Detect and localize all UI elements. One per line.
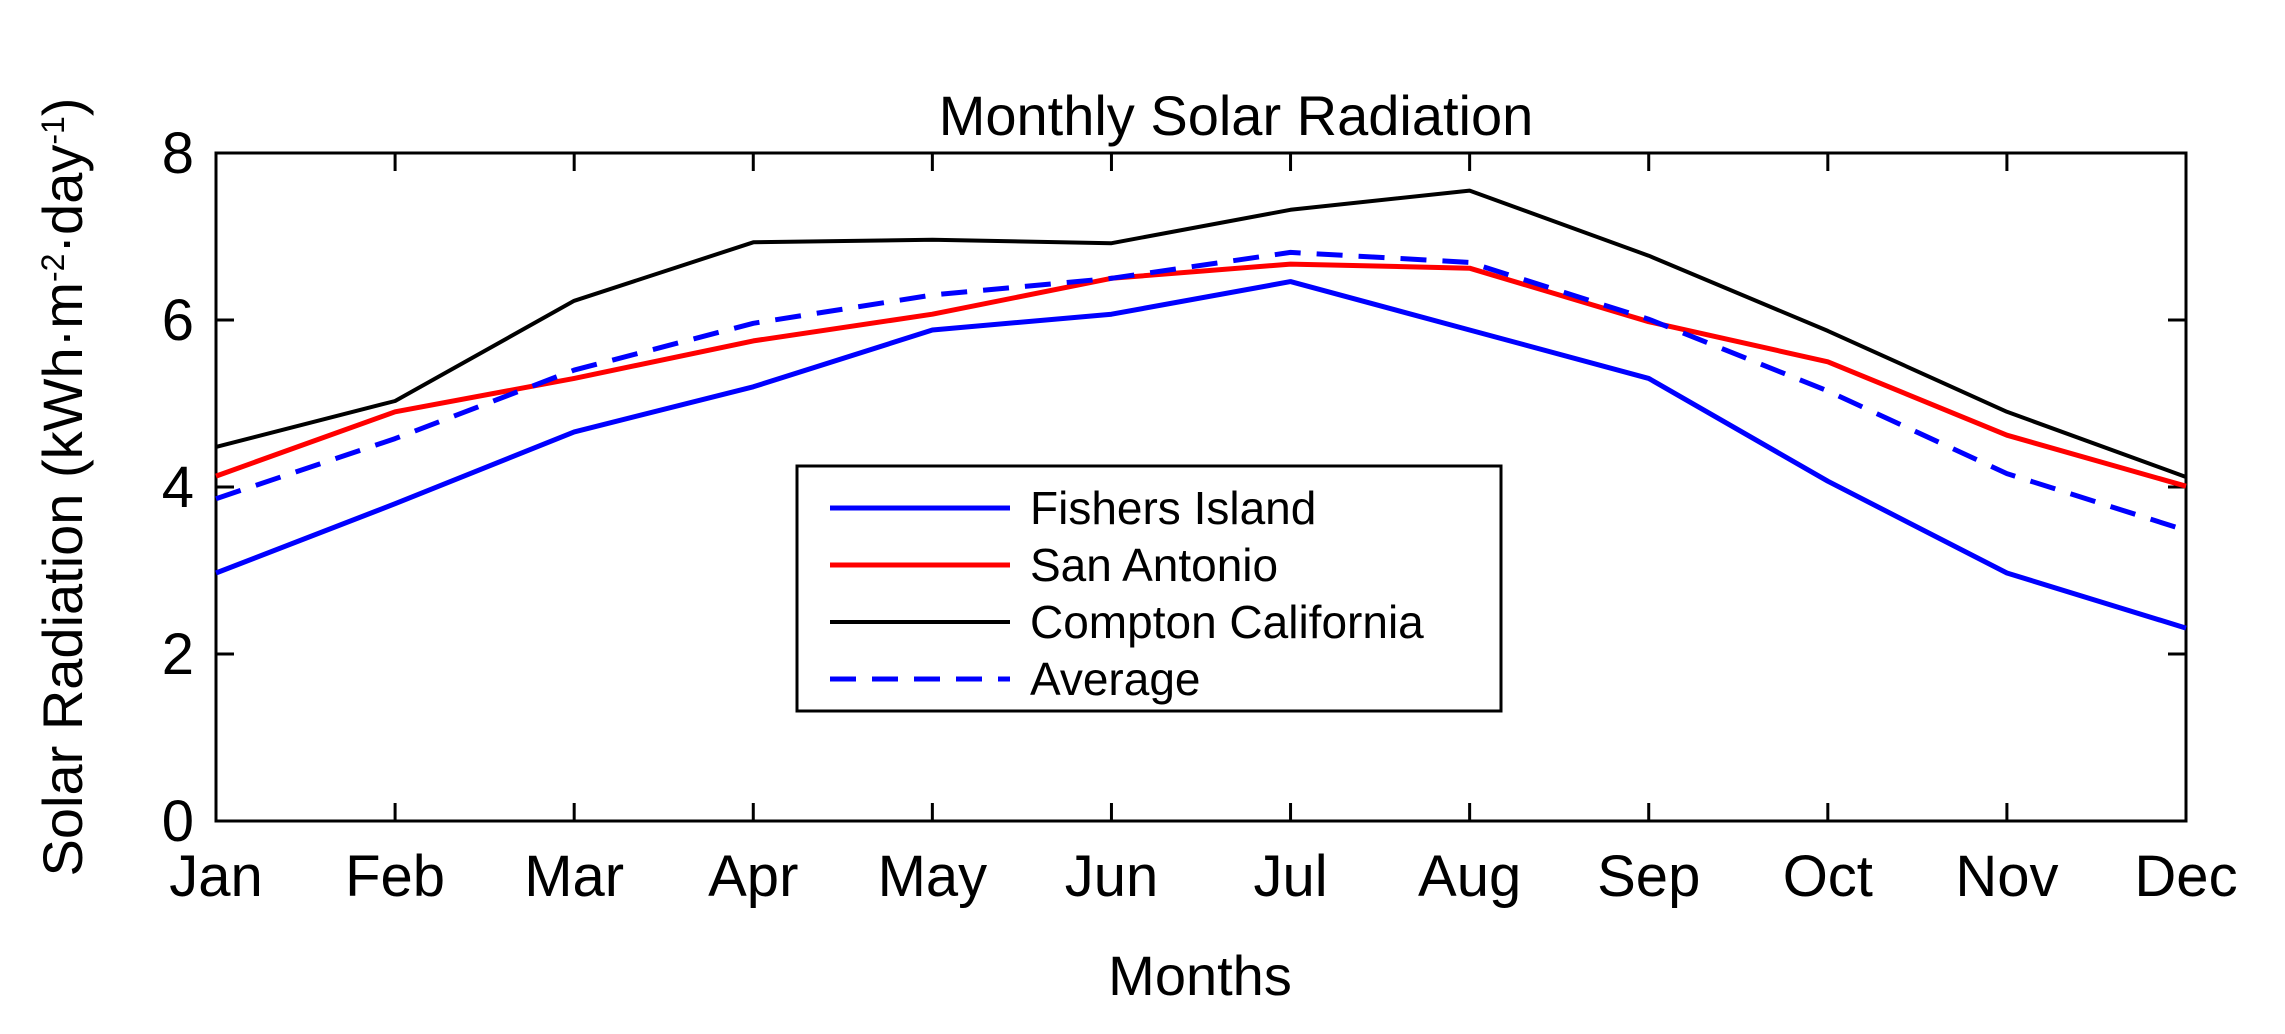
y-axis: 0 2 4 6 8 [162,121,2186,854]
x-tick-label: Jun [1065,844,1159,909]
x-tick-label: Apr [708,844,798,909]
series-line-fishers-island [215,279,2187,631]
y-tick-label: 8 [162,121,194,186]
x-tick-label: Oct [1783,844,1873,909]
y-axis-label-exp1: -2 [35,254,71,282]
y-axis-label-mid: ·day [31,145,94,254]
x-tick-label: Jan [169,844,263,909]
legend-label-fishers-island: Fishers Island [1030,482,1316,534]
y-tick-label: 4 [162,455,194,520]
x-tick-label: Nov [1955,844,2058,909]
y-tick-label: 6 [162,288,194,353]
chart-title: Monthly Solar Radiation [939,84,1534,147]
x-tick-label: Jul [1253,844,1327,909]
series-line-compton-california [215,188,2187,479]
y-tick-label: 0 [162,789,194,854]
y-axis-label-end: ) [31,98,94,117]
series-line-average [215,249,2187,533]
x-axis-label: Months [1108,944,1292,1007]
x-tick-label: May [878,844,988,909]
x-tick-label: Sep [1597,844,1700,909]
x-tick-label: Aug [1418,844,1521,909]
x-tick-label: Feb [345,844,445,909]
x-axis: Jan Feb Mar Apr May Jun Jul Aug Sep Oct Nov Dec [169,153,2238,909]
y-axis-label-exp2: -1 [35,116,71,144]
legend-label-compton-california: Compton California [1030,596,1424,648]
y-axis-label-main: Solar Radiation (kWh·m [31,282,94,876]
legend-label-average: Average [1030,653,1201,705]
x-tick-label: Mar [524,844,624,909]
y-tick-label: 2 [162,622,194,687]
y-axis-label: Solar Radiation (kWh·m-2·day-1) [31,98,94,877]
x-tick-label: Dec [2134,844,2237,909]
series-group [215,188,2187,631]
legend-label-san-antonio: San Antonio [1030,539,1278,591]
